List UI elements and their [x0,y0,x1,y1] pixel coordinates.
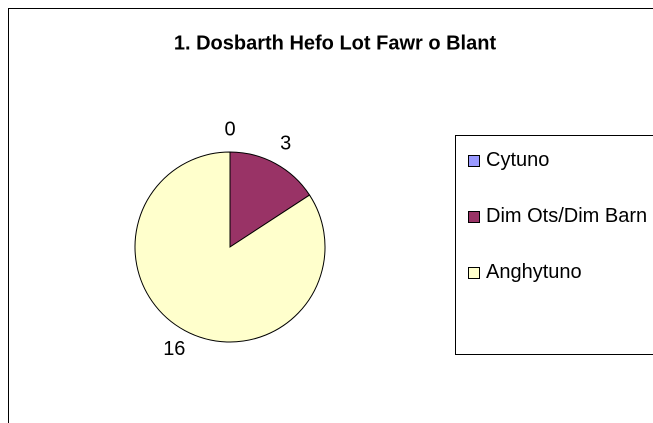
chart-title: 1. Dosbarth Hefo Lot Fawr o Blant [174,32,497,54]
legend-item: Anghytuno [468,258,648,286]
legend-item: Dim Ots/Dim Barn [468,202,648,230]
data-label: 0 [224,118,235,140]
pie-slice [229,151,311,248]
data-label: 3 [280,132,291,154]
legend-label: Dim Ots/Dim Barn [486,205,648,227]
legend-label: Cytuno [486,149,550,171]
legend-swatch [468,267,480,279]
legend-label: Anghytuno [486,261,582,283]
legend-swatch [468,211,480,223]
data-label: 16 [163,338,185,360]
legend-item: Cytuno [468,146,648,174]
legend: Cytuno Dim Ots/Dim Barn Anghytuno [455,135,653,355]
legend-swatch [468,155,480,167]
pie-slice [134,151,326,343]
